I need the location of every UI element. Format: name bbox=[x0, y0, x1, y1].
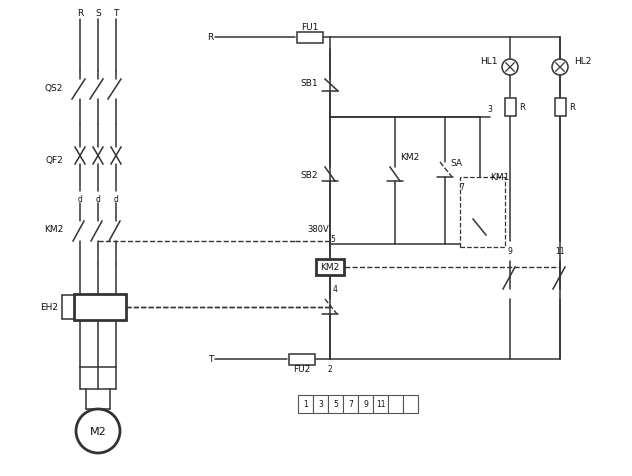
Bar bbox=[388, 395, 403, 413]
Bar bbox=[403, 395, 418, 413]
Text: HL2: HL2 bbox=[574, 58, 592, 66]
Text: QS2: QS2 bbox=[45, 83, 63, 92]
Text: QF2: QF2 bbox=[46, 155, 63, 164]
Bar bbox=[316, 259, 344, 276]
Bar bbox=[554, 99, 566, 117]
Text: 380V: 380V bbox=[307, 225, 329, 234]
Bar bbox=[460, 178, 505, 248]
Bar bbox=[328, 395, 343, 413]
Text: EH2: EH2 bbox=[40, 303, 58, 312]
Text: KM2: KM2 bbox=[320, 263, 339, 272]
Text: T: T bbox=[113, 10, 119, 19]
Bar bbox=[313, 395, 328, 413]
Text: R: R bbox=[569, 103, 575, 112]
Text: 1: 1 bbox=[303, 400, 308, 408]
Text: R: R bbox=[207, 33, 213, 42]
Text: R: R bbox=[519, 103, 525, 112]
Bar bbox=[298, 395, 313, 413]
Text: T: T bbox=[208, 355, 213, 364]
Text: FU1: FU1 bbox=[301, 23, 319, 32]
Text: 4: 4 bbox=[332, 285, 337, 294]
Bar bbox=[504, 99, 516, 117]
Text: 5: 5 bbox=[331, 235, 336, 244]
Circle shape bbox=[76, 409, 120, 453]
Text: S: S bbox=[95, 10, 101, 19]
Bar bbox=[74, 294, 126, 320]
Text: d: d bbox=[78, 195, 82, 204]
Text: 7: 7 bbox=[348, 400, 353, 408]
Text: 5: 5 bbox=[333, 400, 338, 408]
Text: KM1: KM1 bbox=[490, 173, 509, 182]
Text: M2: M2 bbox=[90, 426, 106, 436]
Text: d: d bbox=[95, 195, 100, 204]
Text: 3: 3 bbox=[318, 400, 323, 408]
Text: R: R bbox=[77, 10, 83, 19]
Text: FU2: FU2 bbox=[293, 365, 310, 374]
Text: 9: 9 bbox=[507, 247, 513, 256]
Text: KM2: KM2 bbox=[400, 153, 419, 162]
Circle shape bbox=[552, 60, 568, 76]
Bar bbox=[289, 354, 315, 365]
Text: SB2: SB2 bbox=[300, 170, 318, 179]
Text: 9: 9 bbox=[363, 400, 368, 408]
Text: KM2: KM2 bbox=[44, 225, 63, 234]
Text: 7: 7 bbox=[459, 183, 465, 192]
Bar bbox=[358, 395, 373, 413]
Text: d: d bbox=[114, 195, 118, 204]
Text: 2: 2 bbox=[327, 365, 332, 374]
Text: 11: 11 bbox=[556, 247, 565, 256]
Text: HL1: HL1 bbox=[480, 58, 498, 66]
Bar bbox=[297, 32, 323, 43]
Text: SB1: SB1 bbox=[300, 79, 318, 89]
Circle shape bbox=[502, 60, 518, 76]
Text: 3: 3 bbox=[487, 105, 492, 114]
Bar bbox=[373, 395, 388, 413]
Bar bbox=[343, 395, 358, 413]
Text: SA: SA bbox=[450, 158, 462, 167]
Text: 11: 11 bbox=[376, 400, 386, 408]
